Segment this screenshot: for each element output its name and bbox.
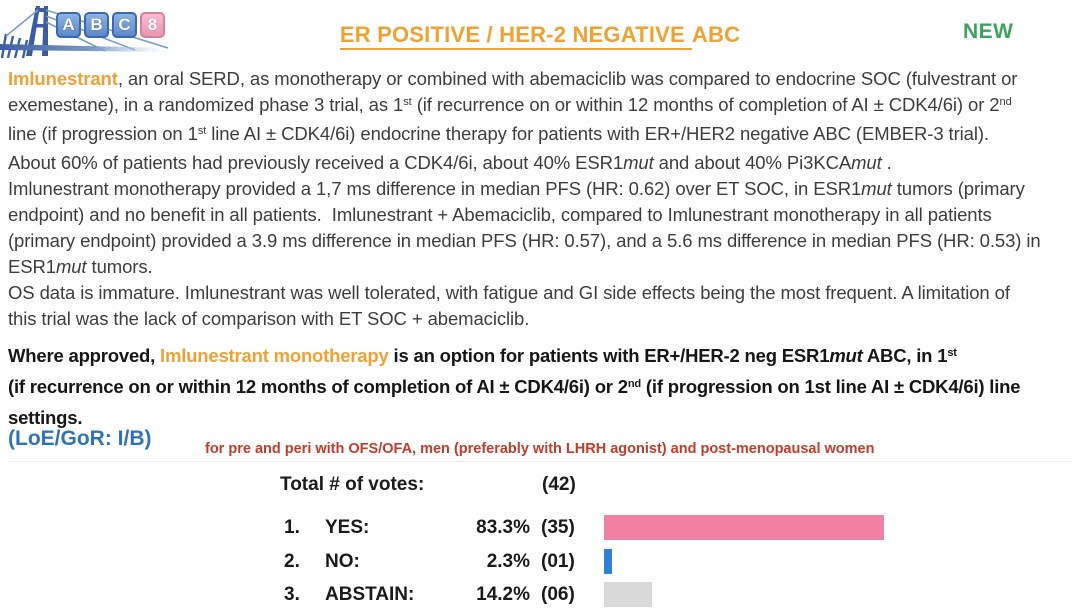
population-note: for pre and peri with OFS/OFA, men (pref… [205,441,875,457]
text-segment: . [881,152,892,173]
text-segment: line (if progression on 1 [8,123,198,144]
total-votes-count: (42) [542,474,576,495]
bridge-icon [0,6,172,59]
logo-letter-blocks: A B C 8 [56,12,165,38]
text-segment: Imlunestrant monotherapy provided a 1,7 … [8,178,862,199]
trial-summary-paragraph: Imlunestrant, an oral SERD, as monothera… [8,66,1041,332]
vote-count: (06) [541,584,575,605]
recommendation-statement: Where approved, Imlunestrant monotherapy… [8,342,1021,431]
text-segment: ESR1 [8,256,56,277]
text-segment: mut [55,256,87,277]
text-segment: tumors. [86,256,153,277]
text-segment: tumors (primary [891,178,1025,199]
vote-label: YES: [325,517,370,538]
vote-count: (01) [541,551,575,572]
vote-number: 3. [284,584,300,605]
text-segment: , an oral SERD, as monotherapy or combin… [117,68,1018,89]
logo-letter-b: B [84,12,109,38]
text-segment: mut [623,152,654,173]
vote-count: (35) [541,517,575,538]
text-segment: is an option for patients with ER+/HER-2… [388,345,830,366]
text-line: Imlunestrant monotherapy provided a 1,7 … [8,176,1041,202]
page-title-underlined: ER POSITIVE / HER-2 NEGATIVE [339,22,692,50]
text-line: ESR1mut tumors. [8,254,1041,280]
text-segment: (if recurrence on or within 12 months of… [411,94,1000,115]
text-segment: Imlunestrant monotherapy [160,345,389,366]
text-segment: Imlunestrant [8,68,118,89]
vote-label: ABSTAIN: [325,584,415,605]
yes-bar [604,515,884,540]
vote-percent: 2.3% [486,551,530,572]
text-segment: About 60% of patients had previously rec… [8,152,624,173]
text-segment: endpoint) and no benefit in all patients… [8,204,992,225]
vote-percent: 83.3% [476,517,530,538]
section-divider [8,461,1072,462]
text-segment: mut [829,345,863,366]
text-segment: Where approved, [8,345,161,366]
vote-number: 2. [284,551,300,572]
text-line: exemestane), in a randomized phase 3 tri… [8,92,1041,121]
text-segment: st [197,125,207,138]
text-segment: st [403,96,412,109]
text-line: settings. [8,404,1020,431]
page-title-plain: ABC [691,22,741,47]
text-segment: OS data is immature. Imlunestrant was we… [8,282,1010,303]
text-segment: mut [851,152,882,173]
text-segment: and about 40% Pi3KCA [653,152,852,173]
loe-gor-label: (LoE/GoR: I/B) [8,427,152,450]
text-segment: (if progression on 1st line AI ± CDK4/6i… [640,376,1021,397]
text-line: (primary endpoint) provided a 3.9 ms dif… [8,228,1041,254]
text-line: this trial was the lack of comparison wi… [8,306,1041,332]
text-segment: exemestane), in a randomized phase 3 tri… [8,94,404,115]
text-segment: st [947,347,957,360]
text-line: endpoint) and no benefit in all patients… [8,202,1041,228]
text-line: Where approved, Imlunestrant monotherapy… [8,342,1020,373]
page-title: ER POSITIVE / HER-2 NEGATIVE ABC [0,22,1080,50]
logo-number-8: 8 [140,12,165,38]
abc8-logo: A B C 8 [0,0,200,64]
text-segment: this trial was the lack of comparison wi… [8,308,530,329]
vote-label: NO: [325,551,360,572]
text-line: Imlunestrant, an oral SERD, as monothera… [8,66,1041,92]
voting-results: Total # of votes: (42) 1. YES: 83.3% (35… [280,470,1072,610]
text-line: OS data is immature. Imlunestrant was we… [8,280,1041,306]
total-votes-row: Total # of votes: (42) [280,472,1072,498]
vote-percent: 14.2% [476,584,530,605]
text-line: line (if progression on 1st line AI ± CD… [8,121,1041,150]
text-line: About 60% of patients had previously rec… [8,150,1041,176]
text-segment: (if recurrence on or within 12 months of… [8,376,628,397]
text-segment: mut [861,178,892,199]
text-segment: settings. [8,407,83,428]
logo-letter-a: A [56,12,81,38]
text-segment: line AI ± CDK4/6i) endocrine therapy for… [206,123,989,144]
new-badge: NEW [963,20,1014,43]
text-segment: nd [999,96,1012,109]
vote-row-yes: 1. YES: 83.3% (35) [280,515,1072,541]
abstain-bar [604,582,652,607]
text-segment: nd [627,378,641,391]
text-segment: (primary endpoint) provided a 3.9 ms dif… [8,230,1041,251]
vote-row-no: 2. NO: 2.3% (01) [280,549,1072,575]
logo-letter-c: C [112,12,137,38]
no-bar [604,549,612,574]
text-segment: ABC, in 1 [862,345,948,366]
text-line: (if recurrence on or within 12 months of… [8,373,1021,404]
total-votes-label: Total # of votes: [280,474,425,495]
vote-row-abstain: 3. ABSTAIN: 14.2% (06) [280,582,1072,608]
vote-number: 1. [284,517,300,538]
